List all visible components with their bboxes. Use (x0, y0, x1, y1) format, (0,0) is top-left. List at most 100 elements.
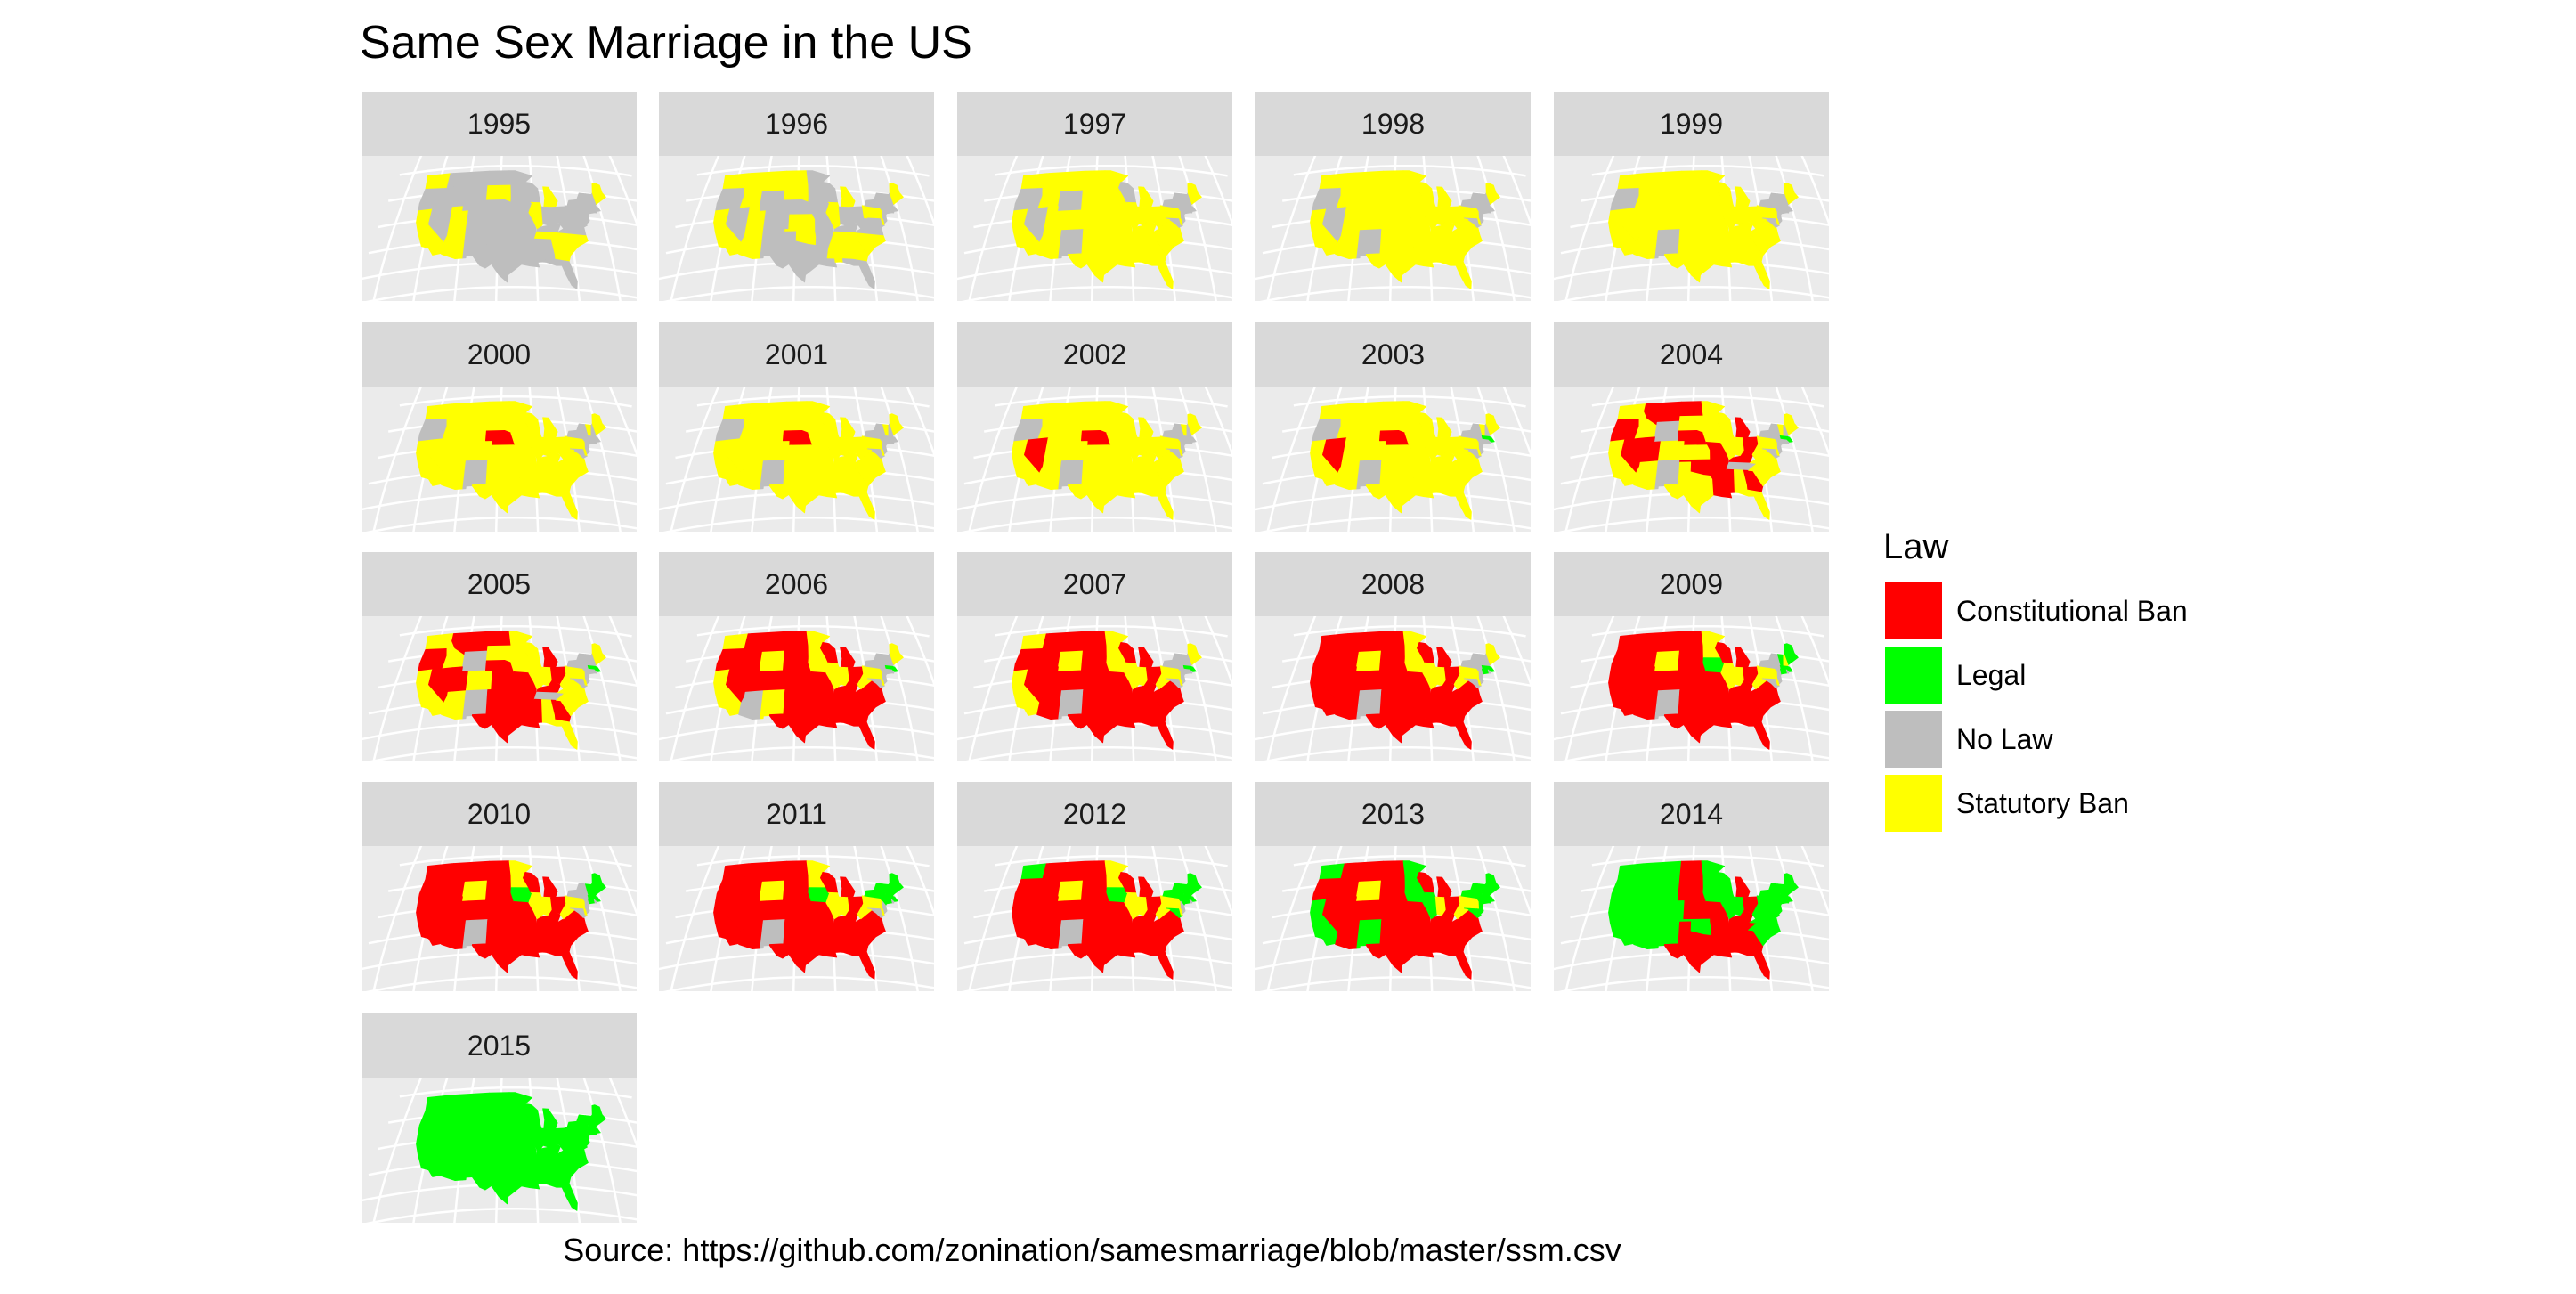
state-nd (487, 1092, 512, 1108)
state-md (866, 907, 885, 918)
state-md (866, 448, 885, 459)
us-map (1255, 387, 1531, 532)
graticule-meridian (1178, 846, 1217, 991)
state-co (762, 670, 791, 692)
state-mi (1436, 186, 1452, 208)
graticule-parallel (399, 855, 632, 867)
state-ky (1132, 909, 1157, 924)
state-ky (1430, 219, 1455, 233)
state-ms (826, 698, 841, 723)
state-ia (510, 1119, 533, 1135)
graticule-meridian (608, 616, 637, 688)
facet-strip-label: 1996 (659, 92, 934, 156)
graticule-meridian (1800, 387, 1829, 458)
state-ms (529, 238, 543, 263)
state-wy (461, 190, 488, 212)
graticule-parallel (1259, 976, 1531, 991)
state-tx (1663, 921, 1715, 973)
graticule-meridian (1502, 156, 1531, 227)
state-ia (1702, 887, 1726, 904)
us-map (1554, 616, 1829, 761)
state-wa (1319, 633, 1345, 650)
graticule-meridian (968, 616, 1019, 761)
graticule-meridian (608, 156, 637, 227)
state-tx (471, 1152, 523, 1205)
map-panel-background (1554, 156, 1829, 301)
graticule-parallel (399, 165, 632, 177)
facet-panel-2008: 2008 (1255, 552, 1531, 761)
state-wy (759, 880, 785, 902)
graticule-parallel (995, 395, 1228, 408)
state-mi (542, 186, 558, 208)
facet-panel-1995: 1995 (362, 92, 637, 301)
state-wy (461, 420, 488, 443)
legend-label-no-law: No Law (1956, 722, 2053, 755)
state-ky (1728, 909, 1753, 924)
state-wa (1319, 173, 1345, 190)
state-ia (510, 657, 533, 674)
state-tx (471, 231, 523, 283)
state-fl (1141, 489, 1174, 520)
facet-strip-label: 1997 (957, 92, 1232, 156)
state-wa (1319, 403, 1345, 420)
us-map (957, 846, 1232, 991)
state-ri (890, 669, 895, 674)
state-md (1165, 678, 1183, 688)
facet-panel-2000: 2000 (362, 322, 637, 532)
facet-strip-label: 2011 (659, 782, 934, 846)
state-ia (1404, 427, 1427, 444)
state-co (1657, 899, 1686, 922)
state-ms (1125, 698, 1139, 723)
state-nd (1083, 860, 1108, 876)
graticule-parallel (995, 625, 1228, 638)
state-me (889, 183, 904, 205)
state-ri (593, 899, 597, 904)
state-ky (536, 450, 561, 464)
state-fl (1737, 719, 1770, 750)
state-co (1060, 899, 1089, 922)
facet-panel-2006: 2006 (659, 552, 934, 761)
state-ms (529, 928, 543, 953)
state-ks (1086, 674, 1115, 690)
state-ri (1487, 208, 1491, 214)
facet-strip-label: 1998 (1255, 92, 1531, 156)
state-nd (784, 170, 809, 186)
state-md (1761, 907, 1780, 918)
state-md (1165, 217, 1183, 228)
state-md (569, 217, 588, 228)
facet-strip-label: 2013 (1255, 782, 1531, 846)
state-ks (1385, 674, 1413, 690)
graticule-meridian (582, 387, 622, 532)
state-md (1463, 217, 1482, 228)
state-md (569, 448, 588, 459)
state-wy (461, 1111, 488, 1134)
state-ky (536, 680, 561, 694)
state-wy (1654, 650, 1680, 672)
graticule-meridian (968, 387, 1019, 532)
state-wa (425, 173, 451, 190)
state-nd (1679, 170, 1704, 186)
state-fl (1439, 948, 1472, 980)
map-panel-background (957, 616, 1232, 761)
state-ri (593, 208, 597, 214)
graticule-meridian (608, 387, 637, 458)
state-tx (1663, 691, 1715, 744)
graticule-meridian (906, 156, 934, 227)
state-ri (890, 208, 895, 214)
state-ky (1132, 680, 1157, 694)
state-ky (1430, 450, 1455, 464)
state-co (1657, 209, 1686, 232)
map-panel-background (1554, 387, 1829, 532)
legend-item-statutory-ban: Statutory Ban (1883, 771, 2188, 835)
state-fl (1737, 489, 1770, 520)
state-tx (471, 461, 523, 514)
state-ms (529, 1160, 543, 1184)
facet-panel-2010: 2010 (362, 782, 637, 991)
state-wa (1319, 863, 1345, 880)
graticule-meridian (1204, 846, 1232, 917)
state-wy (1654, 420, 1680, 443)
map-panel-background (362, 846, 637, 991)
facet-strip-label: 2015 (362, 1013, 637, 1078)
